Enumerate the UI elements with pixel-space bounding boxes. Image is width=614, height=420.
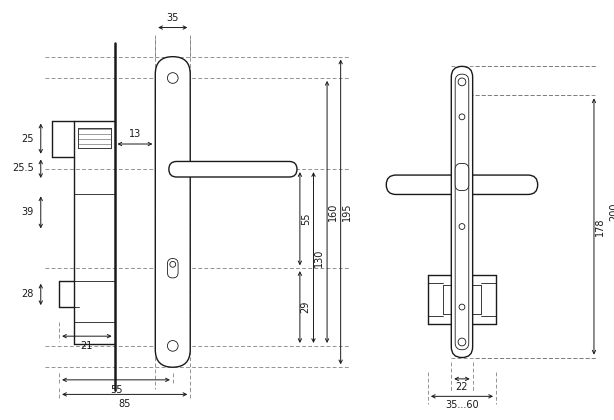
Circle shape [458,338,466,346]
Circle shape [168,341,178,351]
FancyBboxPatch shape [455,163,468,191]
FancyBboxPatch shape [455,74,468,350]
Text: 39: 39 [21,207,34,217]
FancyBboxPatch shape [451,66,473,357]
Text: 130: 130 [314,248,324,267]
Circle shape [458,78,466,86]
Text: 22: 22 [456,382,468,391]
FancyBboxPatch shape [386,175,538,194]
Text: 195: 195 [341,203,351,221]
Text: 55: 55 [301,213,311,225]
Circle shape [168,73,178,83]
Text: 200: 200 [609,203,614,221]
Text: 28: 28 [21,289,34,299]
Text: 85: 85 [119,399,131,409]
Text: 160: 160 [328,203,338,221]
Circle shape [459,223,465,229]
Text: 35...60: 35...60 [445,400,479,410]
Text: 13: 13 [129,129,141,139]
Text: 21: 21 [80,341,93,351]
Text: 35: 35 [166,13,179,23]
FancyBboxPatch shape [169,161,297,177]
Circle shape [459,114,465,120]
Text: 178: 178 [595,217,605,236]
Text: 25.5: 25.5 [12,163,34,173]
Text: 55: 55 [110,385,122,394]
FancyBboxPatch shape [155,57,190,367]
Text: 25: 25 [21,134,34,144]
Text: 29: 29 [301,301,311,313]
FancyBboxPatch shape [168,259,178,278]
Circle shape [170,261,176,267]
Circle shape [459,304,465,310]
